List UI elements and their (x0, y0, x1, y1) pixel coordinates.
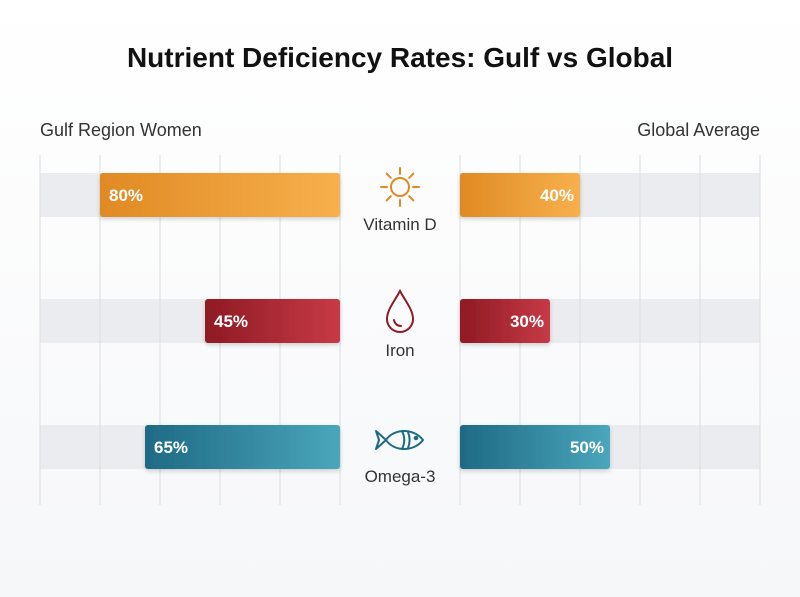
bar-label-gulf: 65% (154, 438, 188, 457)
bar-gulf-vitamin-d (100, 173, 340, 217)
fish-icon (375, 430, 424, 450)
sun-icon (380, 167, 420, 207)
chart-title: Nutrient Deficiency Rates: Gulf vs Globa… (126, 42, 674, 73)
bar-label-global: 50% (570, 438, 604, 457)
bar-label-gulf: 80% (109, 186, 143, 205)
bar-gulf-iron (205, 299, 340, 343)
bar-gulf-omega-3 (145, 425, 340, 469)
bar-global-vitamin-d (460, 173, 580, 217)
drop-icon (385, 288, 415, 333)
bar-label-gulf: 45% (214, 312, 248, 331)
legend-gulf-region: Gulf Region Women (40, 120, 202, 140)
category-label: Iron (385, 341, 414, 360)
legend-global-average: Global Average (637, 120, 760, 140)
bar-global-iron (460, 299, 550, 343)
bar-label-global: 40% (540, 186, 574, 205)
category-label: Omega-3 (365, 467, 436, 486)
category-label: Vitamin D (363, 215, 436, 234)
bar-label-global: 30% (510, 312, 544, 331)
bar-global-omega-3 (460, 425, 610, 469)
